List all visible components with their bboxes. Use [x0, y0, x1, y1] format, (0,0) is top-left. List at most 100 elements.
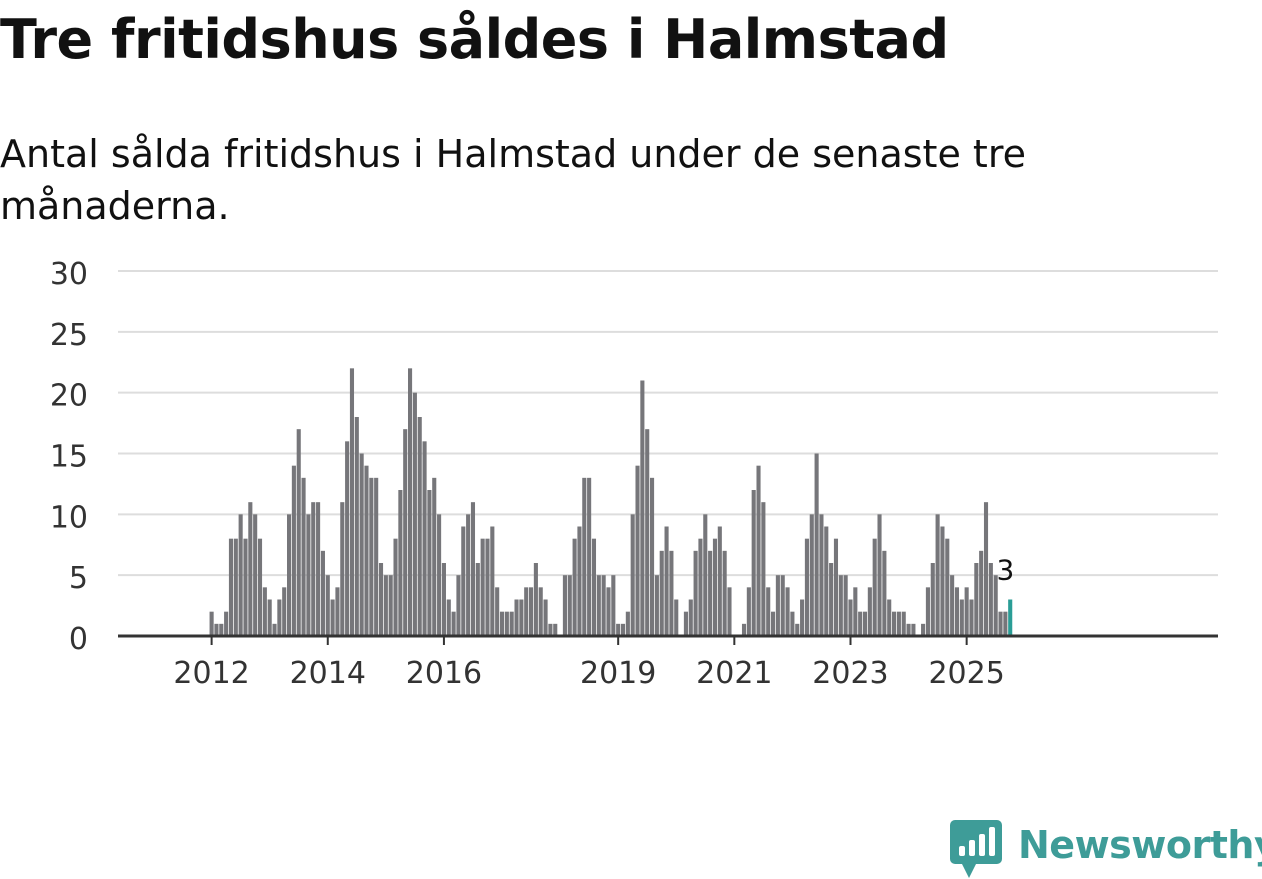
bar	[988, 563, 993, 636]
x-tick-label: 2019	[580, 656, 656, 691]
bar	[267, 599, 272, 636]
bar	[403, 429, 408, 636]
bar	[582, 477, 587, 636]
bar	[993, 575, 998, 636]
bar	[480, 538, 485, 636]
bar	[664, 526, 669, 636]
x-tick-label: 2023	[812, 656, 888, 691]
x-tick-label: 2012	[173, 656, 249, 691]
bar	[635, 465, 640, 636]
bar	[959, 599, 964, 636]
x-tick-label: 2025	[928, 656, 1004, 691]
bar	[848, 599, 853, 636]
bar	[224, 611, 229, 636]
bar	[475, 563, 480, 636]
bar	[683, 611, 688, 636]
bar	[359, 453, 364, 636]
bar	[698, 538, 703, 636]
bar	[388, 575, 393, 636]
bar	[906, 623, 911, 636]
bar	[378, 563, 384, 636]
x-tick-label: 2014	[290, 656, 366, 691]
bar	[940, 526, 945, 636]
bar	[596, 575, 601, 636]
bar	[383, 575, 388, 636]
bar	[320, 550, 325, 636]
bar	[751, 490, 756, 636]
bar	[853, 587, 858, 636]
bar	[688, 599, 693, 636]
bar	[998, 611, 1003, 636]
bar	[741, 623, 747, 636]
bar	[408, 368, 413, 636]
bar	[262, 587, 267, 636]
bar	[451, 611, 456, 636]
bar	[829, 563, 834, 636]
bar	[253, 514, 258, 636]
bar	[872, 538, 877, 636]
bar	[437, 514, 442, 636]
x-tick-label: 2021	[696, 656, 772, 691]
bar	[287, 514, 292, 636]
bar	[804, 538, 809, 636]
bar	[775, 575, 780, 636]
y-tick-label: 25	[50, 318, 88, 353]
brand-name: Newsworthy	[1018, 823, 1262, 867]
x-tick-label: 2016	[406, 656, 482, 691]
bar	[369, 477, 374, 636]
bar	[533, 563, 538, 636]
bars	[209, 368, 1013, 636]
y-tick-label: 10	[50, 500, 88, 535]
bar	[785, 587, 790, 636]
bar	[809, 514, 814, 636]
bar	[248, 502, 253, 636]
x-axis: 2012 2014 2016 2019 2021 2023 2025	[118, 634, 1218, 691]
bar	[529, 587, 534, 636]
bar	[364, 465, 369, 636]
bar	[601, 575, 606, 636]
bar	[703, 514, 708, 636]
bar	[466, 514, 471, 636]
bar	[209, 611, 214, 636]
bar	[756, 465, 761, 636]
y-axis: 0 5 10 15 20 25 30	[50, 257, 88, 657]
bar	[950, 575, 955, 636]
bar	[219, 623, 224, 636]
bar	[746, 587, 751, 636]
bar	[833, 538, 839, 636]
bar	[504, 611, 509, 636]
bar	[620, 623, 626, 636]
y-tick-label: 20	[50, 379, 88, 414]
bar	[693, 550, 698, 636]
bar	[983, 502, 989, 636]
bar	[509, 611, 514, 636]
bar	[727, 587, 732, 636]
bar	[422, 441, 427, 636]
bar	[819, 514, 824, 636]
bar	[340, 502, 345, 636]
bar	[282, 587, 287, 636]
chart-title: Tre fritidshus såldes i Halmstad	[0, 8, 949, 71]
bar	[306, 514, 311, 636]
bar	[587, 477, 592, 636]
bar	[654, 575, 659, 636]
bar	[490, 526, 495, 636]
bar	[432, 477, 437, 636]
chart-subtitle: Antal sålda fritidshus i Halmstad under …	[0, 132, 1026, 228]
bar	[867, 587, 872, 636]
bar	[441, 563, 446, 636]
bar	[954, 587, 960, 636]
bar	[233, 538, 238, 636]
bar	[964, 587, 969, 636]
bar	[925, 587, 930, 636]
bar	[838, 575, 843, 636]
bar	[456, 575, 461, 636]
bar	[412, 392, 417, 636]
bar	[630, 514, 635, 636]
bar	[446, 599, 451, 636]
y-tick-label: 5	[69, 561, 88, 596]
bar	[708, 550, 713, 636]
bar	[717, 526, 722, 636]
bar	[761, 502, 766, 636]
bar	[887, 599, 892, 636]
